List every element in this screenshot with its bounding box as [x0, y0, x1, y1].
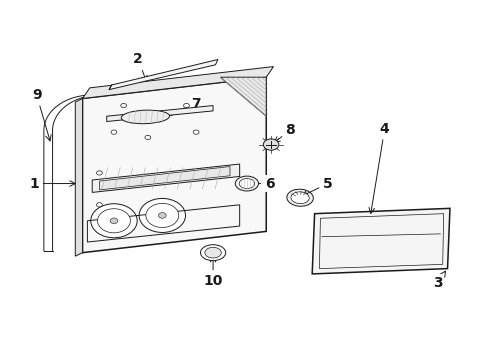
Circle shape	[91, 204, 137, 238]
Polygon shape	[109, 59, 218, 90]
Ellipse shape	[239, 179, 254, 189]
Polygon shape	[311, 208, 449, 274]
Ellipse shape	[290, 192, 308, 204]
Polygon shape	[82, 77, 265, 253]
Circle shape	[158, 213, 166, 218]
Text: 8: 8	[274, 123, 295, 142]
Circle shape	[144, 135, 150, 140]
Text: 1: 1	[29, 176, 75, 190]
Circle shape	[111, 130, 117, 134]
Circle shape	[183, 103, 189, 108]
Polygon shape	[99, 167, 229, 190]
Circle shape	[96, 171, 102, 175]
Polygon shape	[82, 67, 273, 99]
Circle shape	[110, 218, 118, 224]
Text: 3: 3	[432, 271, 445, 290]
Text: 2: 2	[133, 53, 147, 81]
Ellipse shape	[204, 247, 221, 258]
Text: 4: 4	[368, 122, 389, 213]
Ellipse shape	[235, 176, 258, 191]
Circle shape	[193, 130, 199, 134]
Text: 6: 6	[248, 176, 274, 190]
Circle shape	[145, 203, 179, 228]
Circle shape	[139, 198, 185, 233]
Circle shape	[97, 209, 130, 233]
Circle shape	[263, 139, 278, 150]
Polygon shape	[92, 164, 239, 192]
Text: 9: 9	[32, 88, 51, 141]
Text: 10: 10	[203, 257, 223, 288]
Text: 5: 5	[302, 176, 332, 196]
Polygon shape	[106, 105, 213, 122]
Circle shape	[96, 203, 102, 207]
Text: 7: 7	[165, 97, 201, 116]
Ellipse shape	[121, 110, 169, 124]
Ellipse shape	[200, 245, 225, 261]
Ellipse shape	[286, 189, 313, 206]
Polygon shape	[75, 99, 82, 256]
Polygon shape	[220, 77, 265, 116]
Circle shape	[121, 103, 126, 108]
